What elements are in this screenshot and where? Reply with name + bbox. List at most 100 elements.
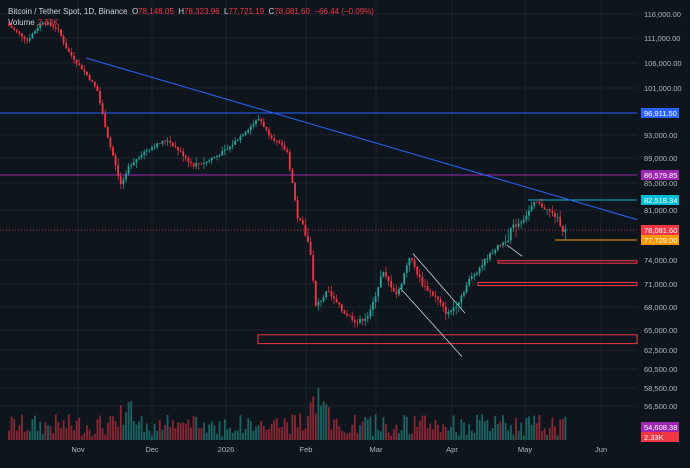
candle-body-131	[348, 315, 351, 317]
volume-bar-180	[476, 414, 478, 440]
candle-body-1	[10, 25, 13, 28]
volume-bar-25	[73, 430, 75, 440]
volume-bar-14	[44, 421, 47, 440]
price-badge-6	[641, 432, 679, 442]
candle-body-40	[112, 147, 114, 156]
candle-body-65	[177, 147, 179, 151]
price-badge-4	[641, 235, 679, 245]
volume-bar-102	[273, 420, 276, 440]
volume-bar-174	[460, 419, 463, 440]
candle-body-134	[356, 322, 359, 324]
candle-body-176	[465, 285, 468, 293]
volume-bar-6	[23, 431, 26, 440]
candle-body-50	[138, 157, 140, 159]
volume-bar-46	[127, 402, 130, 440]
candle-body-38	[106, 127, 109, 138]
volume-bar-50	[138, 421, 140, 440]
candle-body-64	[174, 146, 177, 148]
candle-body-112	[299, 218, 302, 221]
candle-body-211	[556, 216, 559, 218]
volume-bar-130	[346, 433, 348, 440]
candle-body-136	[361, 318, 364, 322]
candle-body-139	[369, 309, 372, 317]
candle-body-92	[247, 129, 250, 133]
volume-bar-171	[452, 415, 455, 440]
candle-body-67	[182, 151, 185, 157]
volume-bar-134	[356, 432, 359, 440]
volume-bar-7	[26, 429, 29, 440]
y-tick-2: 106,000.00	[644, 59, 682, 68]
flag-line	[506, 244, 523, 257]
candle-body-120	[320, 301, 322, 302]
candle-body-173	[457, 302, 460, 307]
volume-bar-189	[499, 421, 502, 440]
volume-bar-136	[361, 421, 364, 440]
candle-body-12	[39, 23, 42, 29]
candle-body-179	[473, 274, 476, 277]
x-tick-3: Feb	[300, 445, 313, 454]
volume-bar-176	[465, 434, 468, 440]
candle-body-70	[190, 161, 192, 164]
volume-bar-87	[234, 430, 237, 440]
candle-body-89	[239, 136, 242, 141]
candle-body-101	[270, 135, 273, 138]
candle-body-188	[496, 244, 499, 250]
volume-bar-164	[434, 419, 437, 440]
candle-body-81	[218, 155, 221, 157]
volume-bar-137	[364, 416, 367, 440]
candle-body-0	[8, 23, 10, 26]
support-zone-0	[497, 260, 638, 264]
candle-body-90	[242, 135, 244, 137]
candle-body-75	[203, 162, 205, 164]
candle-body-13	[41, 22, 44, 24]
volume-bar-214	[564, 416, 567, 440]
candle-body-197	[520, 222, 523, 224]
volume-bar-29	[83, 432, 86, 440]
candle-body-57	[156, 143, 159, 148]
volume-bar-153	[405, 416, 408, 440]
candle-body-30	[86, 71, 88, 76]
volume-bar-40	[112, 416, 114, 440]
candle-body-10	[34, 31, 36, 34]
candle-body-198	[522, 219, 525, 223]
volume-bar-12	[39, 421, 42, 440]
candle-body-114	[304, 224, 307, 236]
volume-bar-62	[169, 426, 172, 440]
candle-body-104	[278, 140, 281, 143]
volume-bar-30	[86, 425, 88, 440]
volume-bar-45	[125, 412, 127, 440]
volume-bar-9	[31, 418, 34, 440]
volume-bar-36	[101, 428, 104, 440]
candle-body-190	[502, 242, 504, 246]
candle-body-23	[67, 48, 70, 52]
candle-body-20	[60, 29, 62, 37]
volume-bar-172	[455, 432, 458, 440]
volume-bar-211	[556, 435, 559, 440]
candle-body-111	[296, 200, 299, 219]
candle-body-27	[78, 63, 81, 65]
candle-body-171	[452, 307, 455, 311]
volume-bar-31	[88, 429, 91, 440]
volume-bar-192	[507, 430, 510, 440]
candle-body-152	[403, 272, 406, 284]
volume-bar-188	[496, 424, 499, 440]
volume-bar-128	[340, 430, 343, 440]
y-tick-9: 71,000.00	[644, 280, 677, 289]
volume-bar-48	[132, 421, 135, 440]
volume-bar-18	[54, 414, 57, 440]
high-label: H	[178, 7, 184, 16]
candle-body-106	[283, 145, 286, 150]
volume-bar-190	[502, 415, 504, 440]
volume-bar-182	[481, 414, 484, 440]
candle-body-181	[478, 267, 481, 273]
x-tick-7: Jun	[595, 445, 607, 454]
volume-bar-3	[15, 430, 18, 440]
volume-bar-32	[91, 435, 94, 440]
candle-body-58	[158, 143, 161, 145]
volume-bar-41	[114, 421, 117, 440]
candle-body-144	[382, 272, 385, 277]
volume-bar-17	[52, 433, 55, 440]
candle-body-11	[36, 28, 39, 32]
